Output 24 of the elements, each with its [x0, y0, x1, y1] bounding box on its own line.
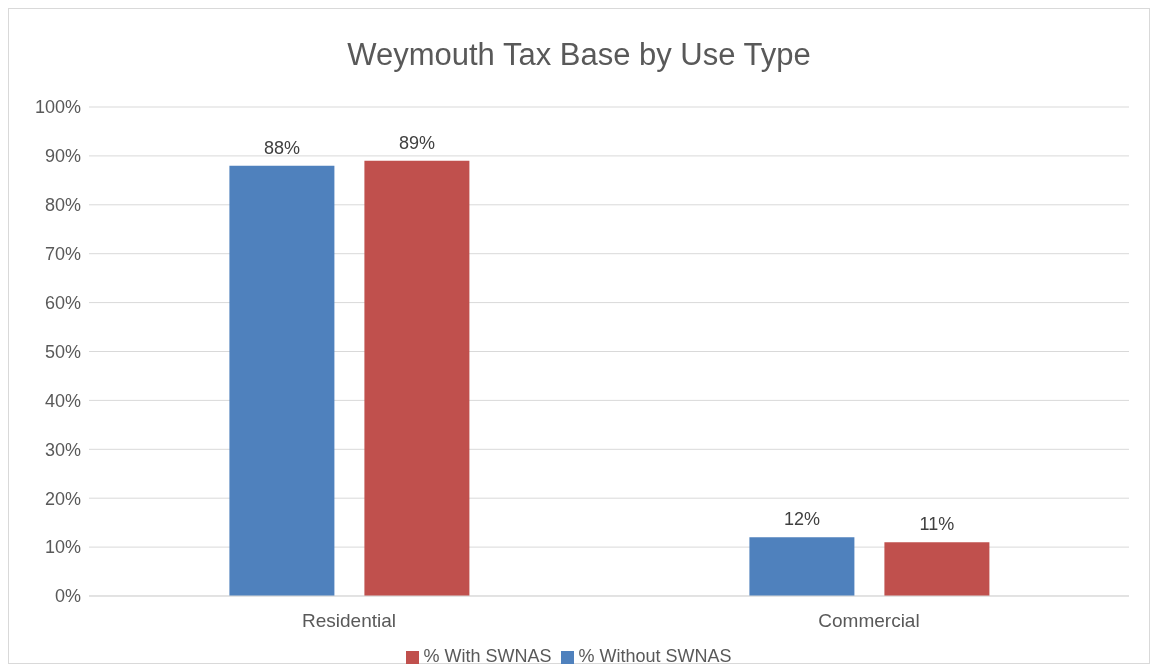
- y-tick-label: 30%: [44, 439, 81, 460]
- y-tick-label: 20%: [44, 488, 81, 509]
- bar: [884, 542, 990, 596]
- bar: [229, 165, 335, 596]
- data-label: 89%: [398, 132, 435, 153]
- bar: [749, 537, 855, 596]
- bar: [364, 160, 470, 596]
- y-tick-label: 70%: [44, 244, 81, 265]
- y-tick-label: 40%: [44, 390, 81, 411]
- x-tick-label: Commercial: [818, 610, 920, 632]
- y-tick-label: 0%: [54, 586, 81, 607]
- y-tick-label: 10%: [44, 537, 81, 558]
- y-tick-label: 50%: [44, 341, 81, 362]
- data-label: 11%: [919, 514, 955, 535]
- y-tick-label: 60%: [44, 292, 81, 313]
- y-tick-label: 90%: [44, 146, 81, 167]
- data-label: 12%: [783, 509, 820, 530]
- x-tick-label: Residential: [302, 610, 396, 632]
- data-label: 88%: [263, 137, 300, 158]
- legend-label: % Without SWNAS: [578, 646, 732, 666]
- y-tick-label: 80%: [44, 195, 81, 216]
- legend-label: % With SWNAS: [423, 646, 552, 666]
- y-tick-label: 100%: [34, 97, 81, 118]
- chart-title: Weymouth Tax Base by Use Type: [346, 36, 812, 74]
